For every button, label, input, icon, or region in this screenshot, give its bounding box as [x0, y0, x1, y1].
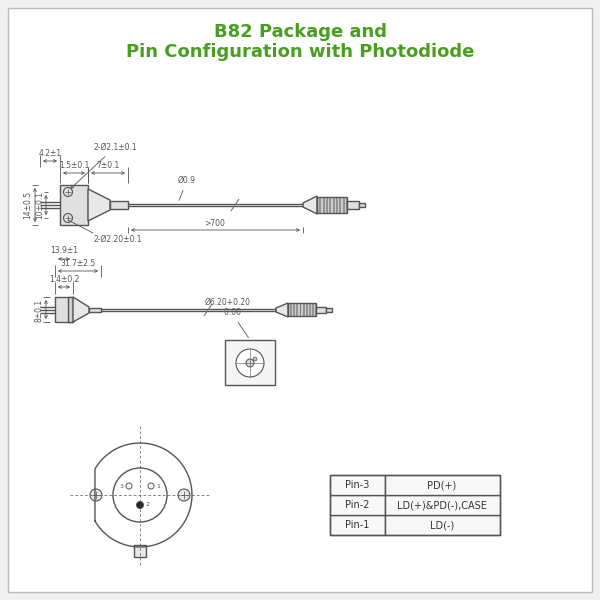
Text: 3: 3: [120, 484, 124, 488]
Text: 1.4±0.2: 1.4±0.2: [49, 275, 79, 283]
Text: 1.5±0.1: 1.5±0.1: [59, 160, 89, 169]
Bar: [89, 308, 101, 312]
Bar: [225, 340, 275, 385]
Bar: [320, 197, 323, 213]
Polygon shape: [88, 189, 110, 221]
Bar: [326, 308, 332, 312]
Bar: [55, 297, 73, 322]
Text: B82 Package and: B82 Package and: [214, 23, 386, 41]
Bar: [331, 197, 332, 213]
Text: PD(+): PD(+): [427, 480, 457, 490]
Circle shape: [137, 502, 143, 509]
Text: 7±0.1: 7±0.1: [97, 160, 119, 169]
Bar: [317, 197, 319, 213]
Polygon shape: [73, 297, 89, 322]
Bar: [337, 197, 340, 213]
Bar: [304, 303, 306, 316]
Text: Ø6.20+0.20
        0.00: Ø6.20+0.20 0.00: [205, 298, 251, 338]
Bar: [307, 303, 309, 316]
Polygon shape: [303, 196, 317, 214]
Circle shape: [90, 489, 102, 501]
Text: 10±0.1: 10±0.1: [35, 191, 44, 219]
Circle shape: [148, 483, 154, 489]
Bar: [385, 515, 500, 535]
Text: LD(-): LD(-): [430, 520, 454, 530]
Bar: [310, 303, 312, 316]
Bar: [330, 515, 385, 535]
Bar: [313, 303, 315, 316]
Bar: [344, 197, 346, 213]
Circle shape: [64, 187, 73, 196]
Bar: [68, 297, 73, 322]
Bar: [60, 185, 88, 225]
Circle shape: [126, 483, 132, 489]
Text: LD(+)&PD(-),CASE: LD(+)&PD(-),CASE: [397, 500, 487, 510]
Bar: [110, 201, 128, 209]
Text: 13.9±1: 13.9±1: [50, 246, 78, 255]
Bar: [301, 303, 302, 316]
Bar: [134, 545, 146, 557]
Bar: [385, 495, 500, 515]
Text: 31.7±2.5: 31.7±2.5: [61, 259, 95, 268]
Bar: [316, 307, 326, 313]
Bar: [330, 475, 385, 495]
Circle shape: [246, 359, 254, 367]
Text: 4.2±1: 4.2±1: [38, 148, 62, 157]
Text: Ø0.9: Ø0.9: [178, 176, 196, 200]
Text: 2: 2: [145, 503, 149, 508]
Bar: [291, 303, 293, 316]
Circle shape: [178, 489, 190, 501]
Bar: [327, 197, 329, 213]
Bar: [340, 197, 343, 213]
Text: 8±0.1: 8±0.1: [35, 298, 44, 322]
Text: Pin-3: Pin-3: [345, 480, 369, 490]
Bar: [359, 203, 365, 207]
Bar: [288, 303, 316, 316]
Text: 1: 1: [156, 484, 160, 488]
Circle shape: [113, 468, 167, 522]
Circle shape: [253, 357, 257, 361]
Text: 14±0.5: 14±0.5: [23, 191, 32, 219]
Text: 2-Ø2.20±0.1: 2-Ø2.20±0.1: [93, 235, 142, 244]
Text: >700: >700: [205, 220, 226, 229]
Circle shape: [64, 214, 73, 223]
Text: Pin-2: Pin-2: [345, 500, 369, 510]
Text: Pin Configuration with Photodiode: Pin Configuration with Photodiode: [126, 43, 474, 61]
Bar: [298, 303, 299, 316]
Bar: [385, 475, 500, 495]
Polygon shape: [276, 303, 288, 317]
Bar: [330, 475, 500, 535]
Bar: [288, 303, 290, 316]
Circle shape: [236, 349, 264, 377]
Text: 2-Ø2.1±0.1: 2-Ø2.1±0.1: [71, 143, 137, 188]
Bar: [334, 197, 336, 213]
Bar: [330, 495, 385, 515]
Bar: [323, 197, 326, 213]
Bar: [317, 197, 347, 213]
Bar: [347, 201, 359, 209]
Bar: [294, 303, 296, 316]
Text: Pin-1: Pin-1: [345, 520, 369, 530]
